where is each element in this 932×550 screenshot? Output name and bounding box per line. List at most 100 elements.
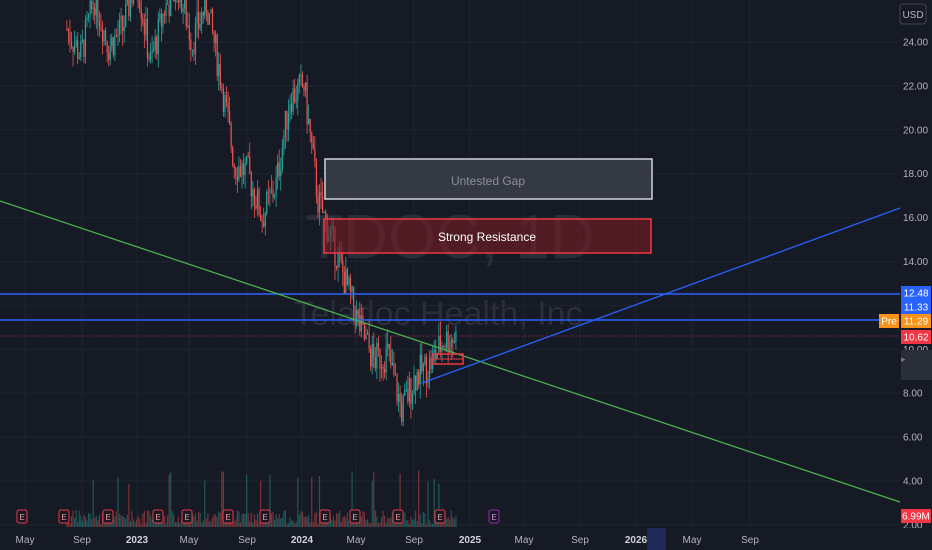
earnings-event-icon[interactable] [222, 509, 234, 524]
earnings-event-icon[interactable] [349, 509, 361, 524]
volume-bar [280, 518, 282, 527]
price-tag[interactable] [901, 509, 931, 523]
candle-body [360, 315, 362, 332]
candle-body [190, 39, 192, 50]
candle-body [396, 375, 398, 402]
volume-bar [413, 519, 415, 527]
candle-body [449, 347, 451, 353]
candle-body [291, 104, 293, 112]
volume-bar [198, 511, 200, 527]
volume-bar [207, 513, 209, 527]
volume-bar [335, 513, 338, 527]
candle-body [318, 191, 321, 213]
candle-body [436, 353, 438, 359]
volume-bar [419, 514, 421, 527]
volume-bar [215, 514, 217, 527]
earnings-event-icon[interactable] [259, 509, 271, 524]
candle-body [348, 277, 350, 285]
candle-body [74, 45, 76, 52]
volume-bar [70, 516, 73, 527]
axis-scroll-marker[interactable] [901, 350, 932, 380]
volume-bar [194, 513, 197, 527]
price-tag-label: 6.99M [902, 512, 930, 523]
candle-body [371, 344, 373, 367]
earnings-event-icon[interactable] [102, 509, 114, 524]
volume-bar [278, 514, 280, 527]
candle-body [298, 74, 300, 83]
earnings-event-icon[interactable] [181, 509, 193, 524]
earnings-event-icon[interactable] [488, 509, 500, 524]
price-tag[interactable] [901, 300, 931, 314]
earnings-event-icon[interactable] [16, 509, 28, 524]
candle-body [419, 354, 421, 385]
earnings-event-icon[interactable] [434, 509, 446, 524]
price-axis-panel[interactable] [900, 0, 932, 550]
candle-body [411, 393, 414, 404]
candle-body [211, 9, 214, 31]
candle-body [201, 12, 203, 25]
candle-body [87, 14, 90, 18]
candle-body [266, 191, 268, 214]
untested-gap-zone[interactable] [324, 158, 653, 200]
price-tag[interactable] [901, 330, 931, 344]
candle-body [149, 53, 152, 60]
premarket-tag[interactable] [879, 314, 899, 328]
volume-bar [382, 510, 384, 527]
candle-body [309, 118, 311, 134]
candle-body [111, 37, 113, 47]
volume-bar [81, 520, 83, 527]
candle-body [387, 344, 389, 348]
volume-bar [295, 521, 297, 527]
volume-bar [346, 512, 348, 527]
earnings-event-icon[interactable] [152, 509, 164, 524]
volume-bar [100, 523, 102, 527]
candle-body [253, 189, 255, 206]
premarket-tag-label: Pre [881, 317, 897, 328]
candle-body [308, 118, 310, 124]
price-tag[interactable] [901, 286, 931, 300]
candle-body [322, 196, 324, 213]
price-tag[interactable] [901, 314, 931, 328]
candle-body [180, 0, 183, 12]
candle-body [215, 35, 217, 43]
volume-bar [297, 477, 299, 527]
earnings-event-icon[interactable] [392, 509, 404, 524]
volume-bar [75, 510, 77, 527]
strong-resistance-zone[interactable] [323, 218, 652, 254]
volume-bar [284, 510, 286, 527]
volume-bar [368, 522, 370, 527]
candle-series[interactable] [66, 0, 457, 427]
time-tick-label: Sep [741, 535, 759, 546]
earnings-event-label: E [225, 513, 230, 522]
candle-body [145, 19, 147, 35]
volume-bar [219, 512, 221, 527]
blue-trendline[interactable] [421, 207, 901, 384]
candle-body [342, 260, 344, 273]
candle-body [377, 343, 379, 349]
candle-body [236, 175, 238, 180]
volume-bar [216, 516, 218, 527]
time-tick-label: May [683, 535, 702, 546]
candle-body [239, 166, 242, 177]
green-trendline[interactable] [0, 200, 901, 503]
volume-bar [390, 517, 392, 527]
price-tick-label: 2.00 [903, 520, 923, 531]
volume-bar [258, 521, 260, 527]
candle-body [91, 0, 93, 9]
candle-body [222, 88, 224, 112]
time-axis-panel[interactable] [0, 528, 932, 550]
currency-button[interactable] [899, 3, 927, 25]
candle-body [401, 402, 403, 422]
volume-bar [163, 516, 166, 527]
volume-bar [201, 522, 203, 527]
volume-bar [244, 513, 246, 527]
candle-body [153, 49, 155, 51]
earnings-event-icon[interactable] [58, 509, 70, 524]
candle-body [263, 222, 265, 227]
volume-bar [239, 522, 242, 527]
volume-bar [348, 521, 350, 527]
earnings-event-icon[interactable] [319, 509, 331, 524]
